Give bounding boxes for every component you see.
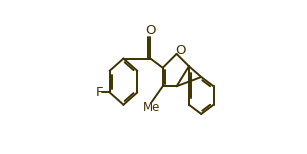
- Text: Me: Me: [142, 101, 160, 114]
- Text: O: O: [145, 24, 156, 36]
- Text: O: O: [175, 44, 186, 57]
- Text: F: F: [96, 86, 103, 99]
